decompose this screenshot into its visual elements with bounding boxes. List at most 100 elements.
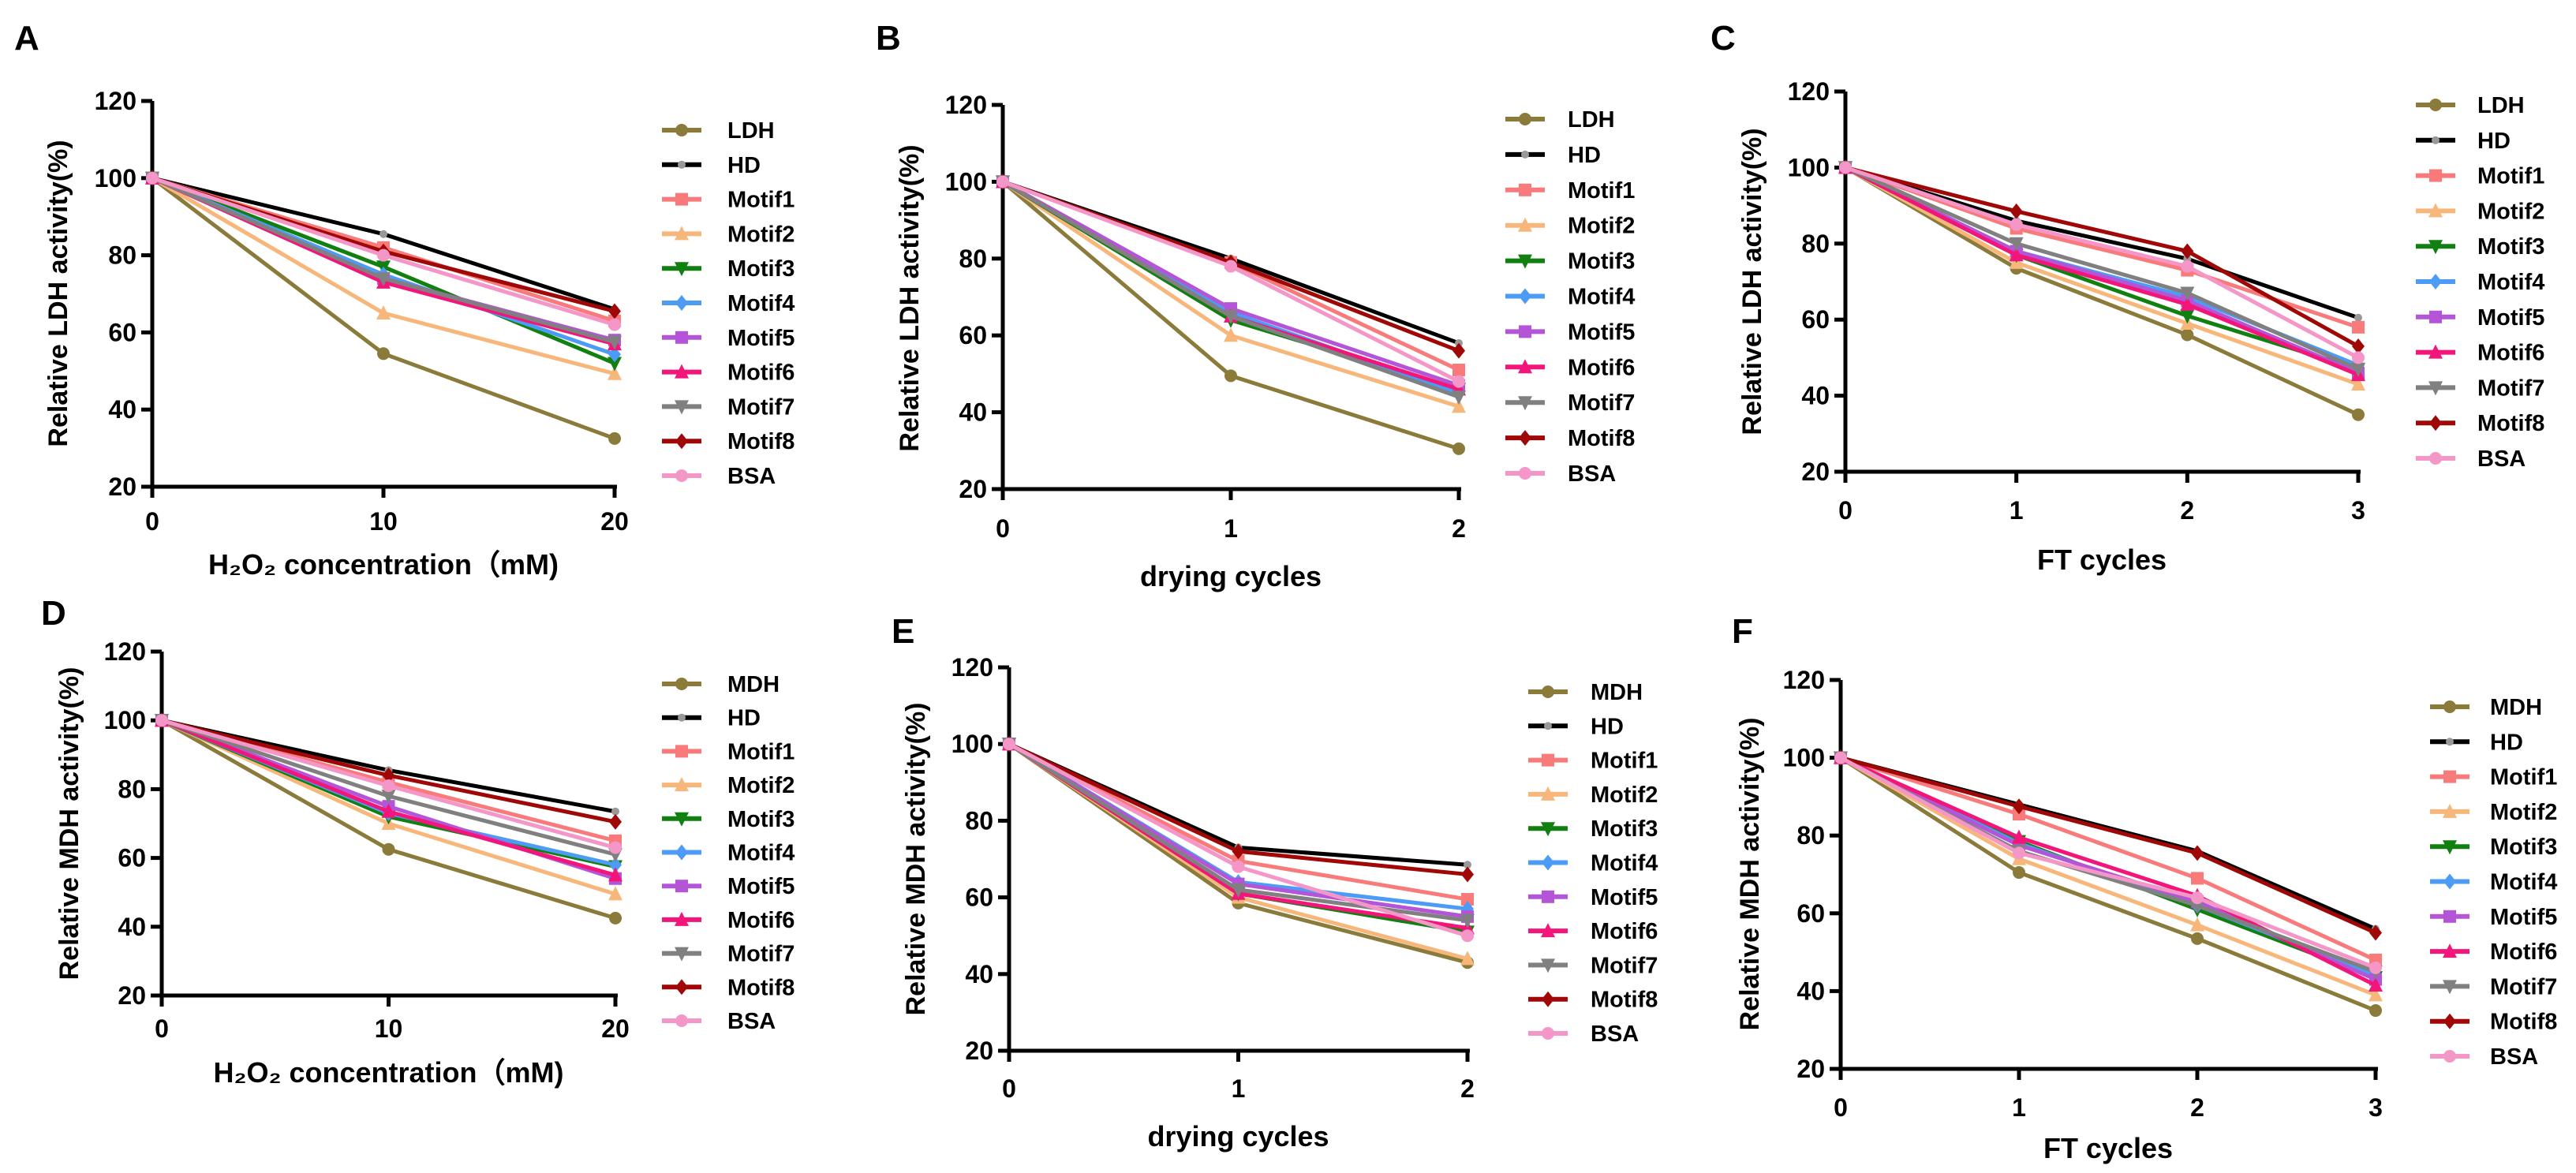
- panel-a: A 20 40 60 80 100 120 0 10 20 H₂O₂ concentration（m…: [14, 19, 794, 581]
- data-point: [1232, 860, 1245, 873]
- legend-item: Motif4: [662, 841, 794, 866]
- data-point: [379, 230, 387, 238]
- x-tick-label: 0: [1838, 496, 1853, 525]
- legend-marker: [1542, 991, 1554, 1007]
- legend-label: Motif3: [1591, 816, 1658, 842]
- data-point: [2009, 247, 2024, 262]
- legend-label: Motif8: [1591, 988, 1658, 1013]
- legend-marker: [2443, 980, 2457, 995]
- data-point: [2009, 237, 2024, 252]
- y-tick-label: 40: [965, 960, 993, 988]
- data-point: [1452, 390, 1466, 405]
- series-bsa: [996, 175, 1465, 388]
- legend-item: Motif5: [662, 874, 794, 899]
- x-tick-label: 10: [375, 1014, 403, 1043]
- legend-label: Motif5: [2477, 305, 2544, 331]
- x-axis-label: H₂O₂ concentration（mM): [213, 1056, 563, 1089]
- series-line: [1839, 756, 2376, 997]
- legend-marker: [675, 364, 689, 379]
- panel-label: C: [1710, 19, 1736, 58]
- legend-label: Motif7: [727, 394, 794, 420]
- legend-marker: [2443, 700, 2456, 713]
- data-point: [1461, 929, 1474, 943]
- legend-label: Motif6: [727, 360, 794, 386]
- legend-item: Motif2: [1505, 214, 1635, 239]
- data-point: [2191, 845, 2204, 861]
- legend-item: Motif8: [1505, 426, 1635, 451]
- legend-marker: [1518, 359, 1532, 374]
- data-point: [2351, 362, 2365, 377]
- legend-marker: [1518, 254, 1532, 269]
- legend-label: LDH: [1568, 107, 1615, 133]
- legend-label: Motif7: [727, 942, 794, 967]
- x-tick-label: 1: [2010, 496, 2024, 525]
- legend-item: Motif6: [1505, 355, 1635, 380]
- legend-item: BSA: [1528, 1022, 1639, 1047]
- legend-marker: [675, 911, 689, 926]
- legend-label: Motif2: [1568, 214, 1635, 239]
- y-tick-label: 60: [118, 844, 146, 872]
- legend-label: Motif7: [1591, 953, 1658, 978]
- legend-item: Motif2: [1528, 783, 1658, 808]
- series-line: [1844, 166, 2360, 417]
- legend-marker: [2429, 310, 2442, 323]
- legend-marker: [1542, 890, 1554, 903]
- series-line: [1001, 180, 1460, 387]
- data-point: [376, 271, 391, 286]
- data-point: [2352, 351, 2365, 364]
- data-point: [2369, 925, 2382, 941]
- data-point: [1452, 398, 1466, 413]
- legend-item: Motif2: [662, 773, 794, 798]
- legend-item: Motif1: [2430, 765, 2557, 790]
- data-point: [608, 357, 622, 372]
- y-tick-label: 80: [959, 245, 987, 273]
- legend-item: Motif5: [2430, 905, 2557, 930]
- series-line: [1845, 165, 2360, 349]
- series-line: [1839, 756, 2376, 970]
- data-point: [1460, 913, 1475, 928]
- legend-item: Motif7: [1505, 390, 1635, 416]
- legend-item: Motif3: [1505, 249, 1635, 275]
- legend-label: HD: [1568, 143, 1601, 168]
- data-point: [1453, 342, 1465, 359]
- legend-label: Motif6: [727, 908, 794, 933]
- legend-item: BSA: [2430, 1044, 2538, 1070]
- series-line: [1001, 180, 1460, 399]
- legend-item: HD: [662, 153, 761, 178]
- legend-marker: [678, 160, 686, 169]
- legend-label: Motif6: [2490, 940, 2557, 965]
- legend-label: LDH: [727, 118, 775, 144]
- data-point: [2352, 320, 2365, 334]
- legend-item: Motif1: [662, 188, 794, 213]
- legend-item: MDH: [2430, 695, 2542, 720]
- legend-label: Motif8: [2477, 411, 2544, 436]
- y-tick-label: 100: [104, 706, 146, 734]
- legend-label: HD: [1591, 714, 1624, 739]
- legend-label: BSA: [727, 1009, 776, 1034]
- legend-item: Motif2: [662, 222, 794, 247]
- data-point: [2013, 846, 2025, 860]
- data-point: [382, 842, 395, 856]
- legend-marker: [2429, 415, 2442, 431]
- legend-marker: [2443, 1013, 2456, 1029]
- legend-item: Motif7: [662, 942, 794, 967]
- legend-item: Motif5: [1528, 885, 1658, 910]
- data-point: [1453, 364, 1465, 377]
- legend-label: Motif6: [1568, 355, 1635, 380]
- data-point: [608, 303, 621, 319]
- panel-label: D: [41, 594, 66, 633]
- data-point: [1453, 442, 1465, 455]
- y-tick-label: 60: [1796, 899, 1825, 928]
- y-tick-label: 40: [118, 913, 146, 941]
- legend-marker: [1519, 325, 1531, 338]
- data-point: [1839, 161, 1852, 174]
- data-point: [377, 248, 390, 262]
- x-tick-label: 10: [369, 507, 398, 536]
- y-tick-label: 60: [1801, 305, 1830, 334]
- legend-item: Motif6: [2416, 341, 2544, 366]
- data-point: [2351, 376, 2365, 391]
- panel-label: B: [876, 19, 901, 58]
- legend-item: Motif5: [662, 326, 794, 351]
- y-tick-label: 20: [965, 1037, 993, 1065]
- legend-item: Motif3: [2416, 234, 2544, 260]
